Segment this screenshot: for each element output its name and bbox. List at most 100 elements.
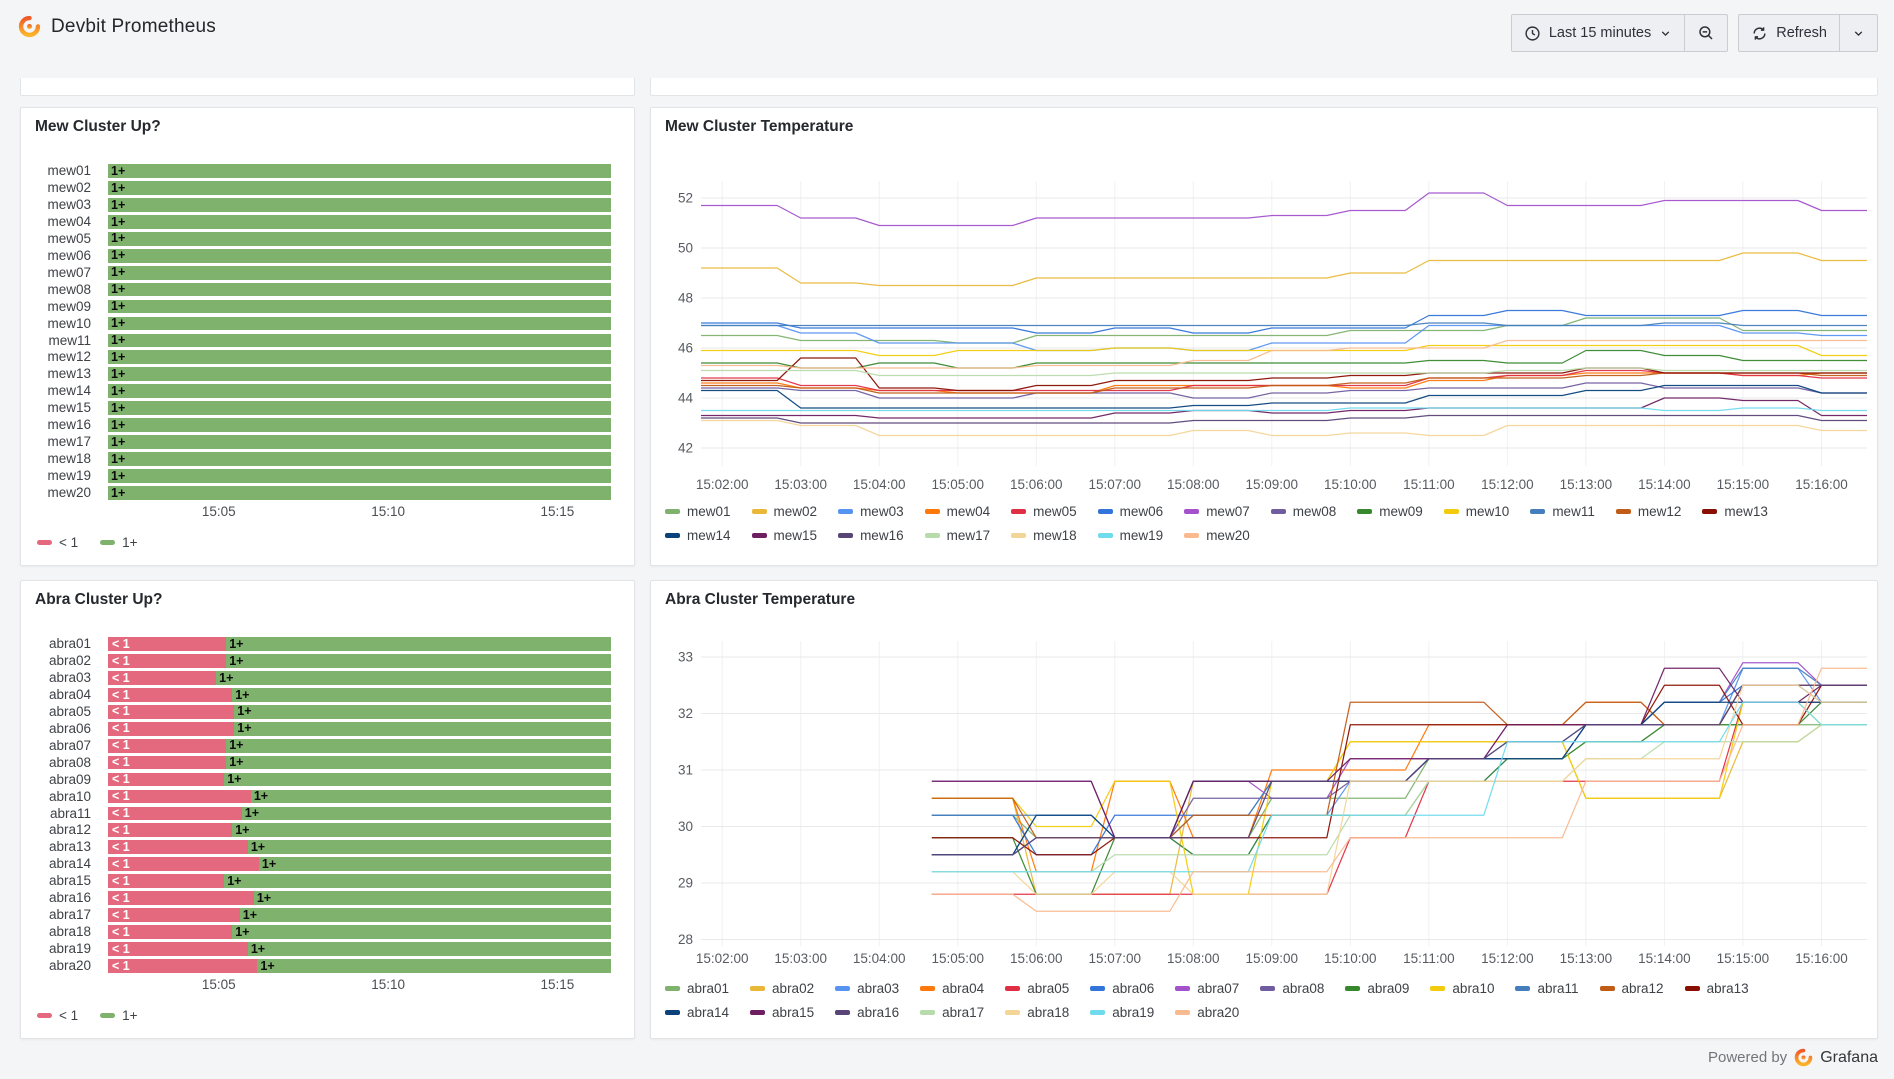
svg-text:15:03:00: 15:03:00 xyxy=(774,477,827,492)
refresh-button[interactable]: Refresh xyxy=(1738,14,1840,52)
legend-item[interactable]: mew04 xyxy=(924,504,990,519)
clock-icon xyxy=(1524,25,1541,42)
legend-item[interactable]: mew02 xyxy=(751,504,817,519)
legend-item[interactable]: abra20 xyxy=(1175,1005,1239,1020)
legend-swatch xyxy=(1702,509,1718,514)
timeline-segment-up: 1+ xyxy=(108,164,611,178)
legend-item[interactable]: mew06 xyxy=(1097,504,1163,519)
zoom-out-button[interactable] xyxy=(1685,14,1729,52)
legend-swatch xyxy=(920,986,936,991)
timeline-segment-up: 1+ xyxy=(108,367,611,382)
timeline-row: abra15 < 1 1+ xyxy=(21,874,611,889)
legend-item[interactable]: abra15 xyxy=(750,1005,814,1020)
svg-text:15:13:00: 15:13:00 xyxy=(1560,477,1613,492)
legend: mew01 mew02 mew03 mew04 mew05 mew06 mew07 mew08… xyxy=(665,504,1869,552)
legend-swatch xyxy=(665,533,680,538)
legend-item[interactable]: abra19 xyxy=(1090,1005,1154,1020)
legend-item[interactable]: mew12 xyxy=(1615,504,1681,519)
legend-item[interactable]: abra10 xyxy=(1430,981,1494,996)
timeline-segment-up: 1+ xyxy=(247,840,611,855)
legend-item[interactable]: mew07 xyxy=(1184,504,1250,519)
legend-item[interactable]: mew03 xyxy=(838,504,904,519)
legend-item[interactable]: < 1 xyxy=(37,1008,78,1023)
timeline-row: mew09 1+ xyxy=(21,298,611,314)
timeline-segment-down: < 1 xyxy=(108,891,254,906)
legend-item[interactable]: 1+ xyxy=(100,1008,138,1023)
timeline-segment-up: 1+ xyxy=(108,418,611,433)
legend-item[interactable]: abra12 xyxy=(1599,981,1664,996)
row-label: abra13 xyxy=(48,839,91,855)
legend-item[interactable]: mew18 xyxy=(1011,528,1077,543)
svg-text:15:09:00: 15:09:00 xyxy=(1246,477,1299,492)
timeline-row: abra14 < 1 1+ xyxy=(21,857,611,872)
row-label: mew09 xyxy=(47,298,91,314)
row-label: mew04 xyxy=(47,213,91,229)
timeline-row: mew12 1+ xyxy=(21,350,611,365)
timeline-segment-up: 1+ xyxy=(108,401,611,416)
legend-item[interactable]: mew15 xyxy=(751,528,817,543)
panel-abra-cluster-temperature: Abra Cluster Temperature 28 29 30 31 32 33 15:… xyxy=(650,580,1878,1039)
timeline-row: mew07 1+ xyxy=(21,265,611,280)
timeline-segment-down: < 1 xyxy=(108,908,240,923)
legend-item[interactable]: mew05 xyxy=(1011,504,1077,519)
timeline-row: mew10 1+ xyxy=(21,316,611,331)
panel-title[interactable]: Abra Cluster Up? xyxy=(35,591,163,608)
svg-text:15:06:00: 15:06:00 xyxy=(1010,477,1063,492)
legend-item[interactable]: < 1 xyxy=(37,535,78,550)
legend-item[interactable]: abra06 xyxy=(1090,981,1154,996)
legend-item[interactable]: abra08 xyxy=(1260,981,1324,996)
legend-item[interactable]: mew11 xyxy=(1530,504,1595,519)
legend-item[interactable]: abra11 xyxy=(1515,981,1579,996)
legend-item[interactable]: abra05 xyxy=(1005,981,1069,996)
top-nav: Devbit Prometheus Last 15 minutes xyxy=(0,0,1894,66)
timeline-segment-up: 1+ xyxy=(108,469,611,483)
legend-item[interactable]: mew01 xyxy=(665,504,731,519)
legend-item[interactable]: abra13 xyxy=(1684,981,1749,996)
panel-title[interactable]: Mew Cluster Up? xyxy=(35,118,161,135)
svg-text:15:08:00: 15:08:00 xyxy=(1167,951,1220,966)
legend-swatch xyxy=(665,1010,680,1015)
timeline-row: abra02 < 1 1+ xyxy=(21,654,611,668)
panel-title[interactable]: Abra Cluster Temperature xyxy=(665,591,856,608)
legend-item[interactable]: mew16 xyxy=(838,528,904,543)
legend-swatch xyxy=(1443,509,1459,514)
row-bars: 1+ xyxy=(108,214,611,229)
legend-item[interactable]: mew20 xyxy=(1184,528,1250,543)
legend-swatch xyxy=(1615,509,1631,514)
legend-item[interactable]: mew19 xyxy=(1097,528,1163,543)
legend-item[interactable]: abra14 xyxy=(665,1005,729,1020)
legend-item[interactable]: abra03 xyxy=(835,981,899,996)
timeline-row: mew04 1+ xyxy=(21,215,611,229)
panel-title[interactable]: Mew Cluster Temperature xyxy=(665,118,854,135)
legend-item[interactable]: abra09 xyxy=(1345,981,1409,996)
row-label: abra10 xyxy=(48,788,91,804)
legend-item[interactable]: mew17 xyxy=(924,528,990,543)
legend-item[interactable]: mew09 xyxy=(1357,504,1423,519)
legend-item[interactable]: abra04 xyxy=(920,981,984,996)
legend-row: mew14 mew15 mew16 mew17 mew18 mew19 mew20 xyxy=(665,528,1869,543)
legend-item[interactable]: abra01 xyxy=(665,981,729,996)
legend-item[interactable]: mew14 xyxy=(665,528,731,543)
timeline-segment-down: < 1 xyxy=(108,823,233,838)
timeline-row: mew15 1+ xyxy=(21,400,611,416)
legend-swatch xyxy=(1184,533,1200,538)
timeline-row: abra12 < 1 1+ xyxy=(21,823,611,838)
row-label: mew19 xyxy=(47,468,91,484)
legend-item[interactable]: abra16 xyxy=(835,1005,899,1020)
legend-item[interactable]: 1+ xyxy=(100,535,138,550)
legend-item[interactable]: abra07 xyxy=(1175,981,1239,996)
legend-row: mew01 mew02 mew03 mew04 mew05 mew06 mew07 mew08… xyxy=(665,504,1869,519)
legend-item[interactable]: abra18 xyxy=(1005,1005,1069,1020)
legend-item[interactable]: mew13 xyxy=(1702,504,1768,519)
legend-swatch xyxy=(1270,509,1286,514)
legend-item[interactable]: abra17 xyxy=(920,1005,984,1020)
legend-item[interactable]: mew10 xyxy=(1443,504,1509,519)
legend-item[interactable]: abra02 xyxy=(750,981,814,996)
timeline-segment-up: 1+ xyxy=(108,180,611,195)
row-label: mew15 xyxy=(47,400,91,416)
legend-swatch xyxy=(665,509,680,514)
legend-item[interactable]: mew08 xyxy=(1270,504,1336,519)
refresh-interval-dropdown[interactable] xyxy=(1840,14,1878,52)
time-range-picker[interactable]: Last 15 minutes xyxy=(1510,14,1686,52)
legend-row: abra14 abra15 abra16 abra17 abra18 abra19 abra… xyxy=(665,1005,1869,1020)
